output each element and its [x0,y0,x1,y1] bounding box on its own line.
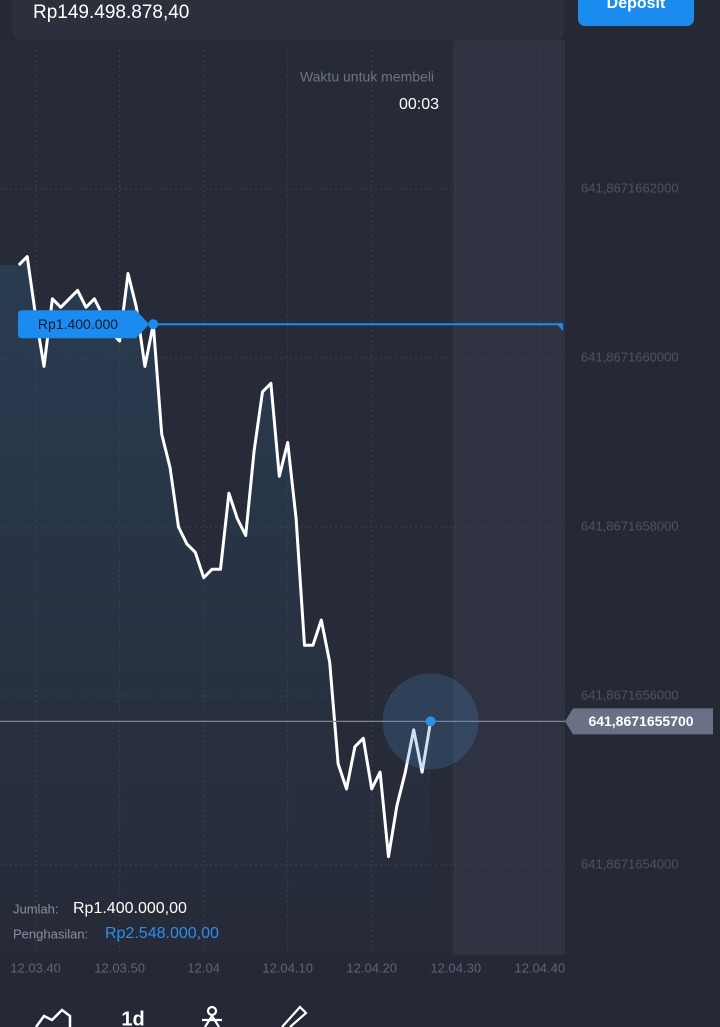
trade-line-end [557,324,563,332]
payout-label: Penghasilan: [13,926,88,941]
trade-label: Rp1.400.000 [38,316,118,332]
x-tick-label: 12.04.30 [430,960,481,975]
current-price-label: 641,8671655700 [588,713,693,729]
deposit-label: Deposit [607,0,666,12]
y-tick-label: 641,8671658000 [581,518,679,533]
current-price-tag [565,708,713,735]
price-line [17,255,433,859]
plot: 641,8671655700 Rp1.400.000 [0,255,713,901]
drawing-icon[interactable] [281,1005,308,1027]
timer-label: Waktu untuk membeli [300,69,434,85]
amount: Rp1.400.000,00 [73,900,187,917]
timer-value: 00:03 [399,96,439,113]
grid: 641,8671662000 641,8671660000 641,86716580… [0,50,679,955]
deposit-button[interactable] [578,0,694,26]
y-tick-label: 641,8671654000 [581,856,679,871]
x-tick-label: 12.04.40 [514,960,565,975]
current-dot [425,716,436,727]
expired-zone [453,40,565,955]
x-tick-label: 12.03.40 [10,960,61,975]
x-tick-label: 12.04.10 [262,960,313,975]
trade-dot [148,319,159,330]
balance: Rp149.498.878,40 [33,2,189,23]
y-tick-label: 641,8671662000 [581,180,679,195]
x-tick-label: 12.04.20 [346,960,397,975]
x-tick-label: 12.04 [187,960,220,975]
y-tick-label: 641,8671660000 [581,349,679,364]
payout: Rp2.548.000,00 [105,925,219,942]
x-tick-label: 12.03.50 [94,960,145,975]
balance-panel[interactable] [12,0,564,40]
y-tick-label: 641,8671656000 [581,687,679,702]
amount-label: Jumlah: [13,901,59,916]
chart-type-icon[interactable] [34,1008,72,1027]
timeframe[interactable]: 1d [121,1008,144,1027]
trade-tag [18,310,150,339]
indicators-icon[interactable] [202,1005,222,1027]
price-area [0,256,431,901]
